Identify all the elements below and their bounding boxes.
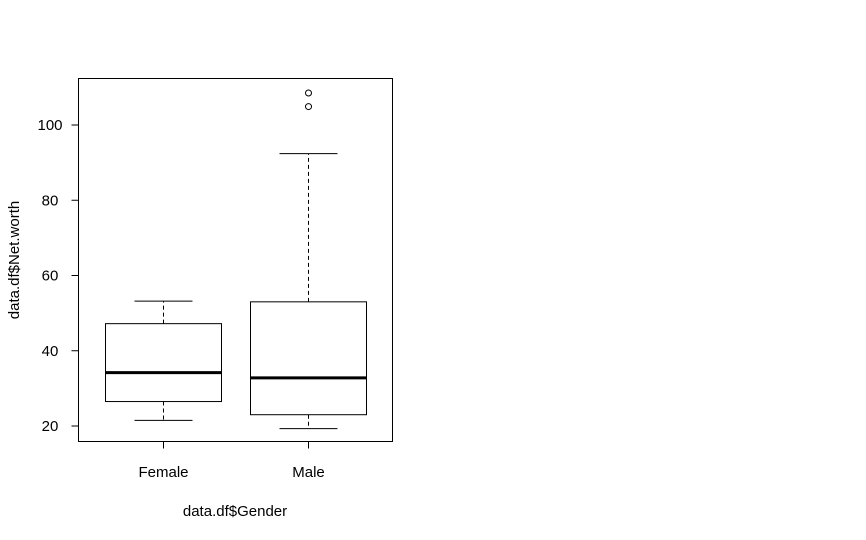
y-tick-label: 60 [42, 268, 59, 285]
box-female [105, 300, 222, 421]
iqr-box [250, 301, 367, 416]
y-tick-label: 80 [42, 192, 59, 209]
y-tick-label: 20 [42, 418, 59, 435]
boxes-layer [105, 89, 367, 430]
x-tick-label: Male [292, 464, 325, 481]
box-male [250, 89, 367, 430]
iqr-box [105, 323, 222, 403]
y-axis-label: data.df$Net.worth [6, 201, 23, 319]
x-axis-label: data.df$Gender [183, 503, 287, 520]
x-tick-label: Female [138, 464, 188, 481]
y-tick-label: 100 [37, 117, 62, 134]
outlier-point [305, 89, 312, 97]
y-axis: 20 40 60 80 100 [37, 117, 79, 435]
outlier-point [305, 103, 312, 111]
y-tick-label: 40 [42, 343, 59, 360]
x-axis: Female Male [138, 441, 325, 481]
